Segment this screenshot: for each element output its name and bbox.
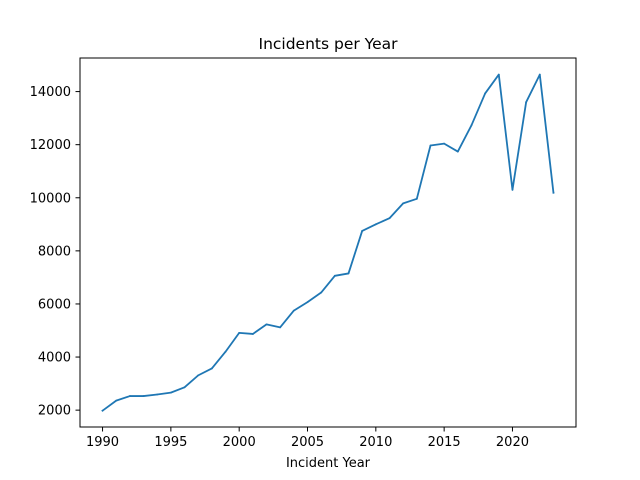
data-point <box>443 142 446 145</box>
data-point <box>538 73 541 76</box>
title-layer: Incidents per Year <box>259 35 399 53</box>
data-point <box>361 230 364 232</box>
data-point <box>484 92 487 95</box>
y-tick-label: 2000 <box>38 404 71 419</box>
y-tick-label: 8000 <box>38 244 71 259</box>
data-point <box>292 309 295 312</box>
data-point <box>224 350 227 353</box>
data-point <box>142 395 145 397</box>
data-point <box>265 323 268 326</box>
data-point <box>415 197 418 200</box>
data-point <box>347 272 350 275</box>
data-point <box>238 331 241 334</box>
data-point <box>128 395 131 397</box>
data-point <box>374 223 377 226</box>
data-point <box>525 101 528 104</box>
x-tick-label: 2000 <box>223 435 256 450</box>
data-point <box>279 326 282 329</box>
x-tick-label: 2015 <box>428 435 461 450</box>
x-tick-label: 2005 <box>291 435 324 450</box>
plot-frame <box>79 57 577 428</box>
axes: 1990 1995 2000 2005 2010 2015 2020 2000 4000 6000… <box>30 57 577 450</box>
y-tick-label: 10000 <box>30 191 71 206</box>
y-tick-label: 12000 <box>30 138 71 153</box>
data-point <box>402 202 405 205</box>
y-tick-label: 4000 <box>38 351 71 366</box>
data-point <box>470 124 473 127</box>
data-point <box>333 274 336 277</box>
data-point <box>429 144 432 147</box>
y-tick-label: 14000 <box>30 85 71 100</box>
x-tick-label: 2020 <box>496 435 529 450</box>
data-point <box>306 301 309 303</box>
x-tick-label: 1990 <box>86 435 119 450</box>
data-point <box>388 217 391 220</box>
data-point <box>210 367 213 370</box>
chart-title: Incidents per Year <box>259 35 399 53</box>
x-axis-label-layer: Incident Year <box>286 456 371 471</box>
data-point <box>197 374 200 377</box>
x-axis-label: Incident Year <box>286 456 371 471</box>
data-point <box>552 191 555 194</box>
data-point <box>497 73 500 76</box>
data-point <box>101 409 104 412</box>
data-point <box>169 391 172 394</box>
data-point <box>183 386 186 389</box>
x-tick-label: 2010 <box>359 435 392 450</box>
data-point <box>456 150 459 153</box>
plot-area <box>101 73 555 412</box>
y-tick-label: 6000 <box>38 297 71 312</box>
data-point <box>320 291 323 294</box>
x-tick-label: 1995 <box>154 435 187 450</box>
data-point <box>251 333 254 335</box>
data-point <box>156 393 159 396</box>
data-point <box>511 188 514 191</box>
data-point <box>115 399 118 402</box>
series-line-0 <box>101 73 555 412</box>
